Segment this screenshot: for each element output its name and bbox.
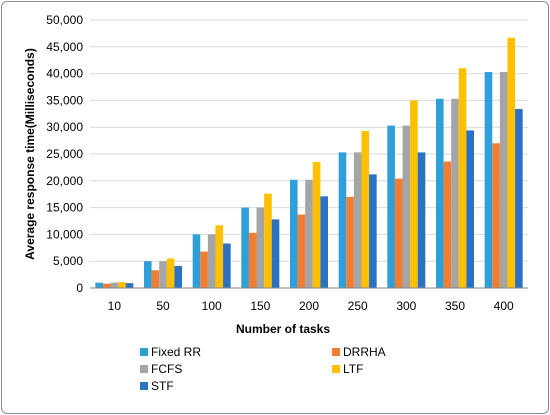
bar-drrha (394, 178, 403, 288)
bar-stf (515, 108, 523, 288)
bar-fixed-rr (290, 179, 298, 288)
legend-swatch (140, 365, 148, 373)
y-tick-label: 10,000 (46, 227, 83, 241)
x-tick-label: 400 (494, 299, 514, 313)
bar-stf (174, 266, 182, 288)
bar-fixed-rr (95, 282, 103, 288)
y-tick-label: 25,000 (46, 147, 83, 161)
bar-ltf (410, 100, 418, 289)
legend-swatch (332, 365, 340, 373)
y-axis-title: Average response time(Milliseconds) (23, 48, 37, 260)
bar-fcfs (353, 152, 362, 288)
bar-ltf (215, 225, 224, 288)
bars (95, 37, 523, 289)
bar-ltf (361, 130, 370, 288)
bar-fixed-rr (436, 98, 444, 288)
x-tick-label: 100 (202, 299, 222, 313)
bar-fixed-rr (338, 152, 347, 288)
y-tick-label: 0 (76, 281, 83, 295)
y-tick-label: 15,000 (46, 201, 83, 215)
bar-stf (417, 152, 426, 288)
bar-drrha (102, 283, 111, 288)
bar-fixed-rr (144, 261, 152, 288)
bar-ltf (507, 37, 516, 288)
bar-drrha (151, 270, 160, 288)
bar-stf (125, 283, 134, 288)
bar-fcfs (159, 261, 167, 288)
bar-stf (320, 196, 328, 288)
legend-swatch (140, 348, 148, 356)
y-axis-ticks: 0 5,000 10,000 15,000 20,000 25,000 30,000 35,0… (46, 13, 83, 295)
x-tick-label: 300 (396, 299, 416, 313)
x-tick-label: 200 (299, 299, 319, 313)
bar-drrha (346, 196, 354, 288)
y-tick-label: 45,000 (46, 40, 83, 54)
x-tick-label: 50 (156, 299, 170, 313)
legend-label: Fixed RR (151, 345, 201, 359)
bar-fixed-rr (241, 207, 249, 288)
legend: Fixed RR DRRHA FCFS LTF STF (140, 345, 386, 393)
bar-fcfs (305, 179, 313, 288)
bar-fixed-rr (484, 71, 493, 289)
bar-drrha (200, 251, 208, 288)
bar-drrha (248, 232, 257, 288)
bar-stf (466, 130, 474, 288)
bar-ltf (458, 68, 467, 289)
bar-fixed-rr (387, 125, 395, 288)
bar-drrha (492, 143, 500, 288)
x-tick-label: 10 (108, 299, 122, 313)
legend-label: DRRHA (343, 345, 386, 359)
legend-swatch (332, 348, 340, 356)
y-tick-label: 20,000 (46, 174, 83, 188)
bar-fcfs (402, 125, 411, 288)
bar-ltf (312, 162, 321, 288)
x-tick-label: 350 (445, 299, 465, 313)
bar-ltf (264, 193, 272, 288)
bar-drrha (297, 214, 306, 288)
x-axis-ticks: 10 50 100 150 200 250 300 350 400 (108, 299, 514, 313)
bar-fcfs (499, 71, 508, 289)
bar-ltf (118, 282, 126, 288)
bar-fixed-rr (192, 234, 201, 288)
y-tick-label: 5,000 (53, 254, 83, 268)
bar-fcfs (256, 207, 265, 288)
y-tick-label: 35,000 (46, 93, 83, 107)
bar-fcfs (207, 234, 216, 288)
x-tick-label: 250 (348, 299, 368, 313)
bar-drrha (443, 161, 452, 288)
legend-swatch (140, 382, 148, 390)
y-tick-label: 40,000 (46, 67, 83, 81)
x-axis-title: Number of tasks (236, 322, 330, 336)
bar-fcfs (110, 282, 119, 288)
legend-label: STF (151, 379, 174, 393)
bar-stf (223, 243, 231, 288)
bar-ltf (166, 258, 175, 288)
legend-label: LTF (343, 362, 363, 376)
legend-label: FCFS (151, 362, 182, 376)
y-tick-label: 50,000 (46, 13, 83, 27)
bar-stf (271, 219, 280, 288)
bar-stf (369, 174, 377, 288)
y-tick-label: 30,000 (46, 120, 83, 134)
bar-fcfs (451, 98, 459, 288)
x-tick-label: 150 (250, 299, 270, 313)
